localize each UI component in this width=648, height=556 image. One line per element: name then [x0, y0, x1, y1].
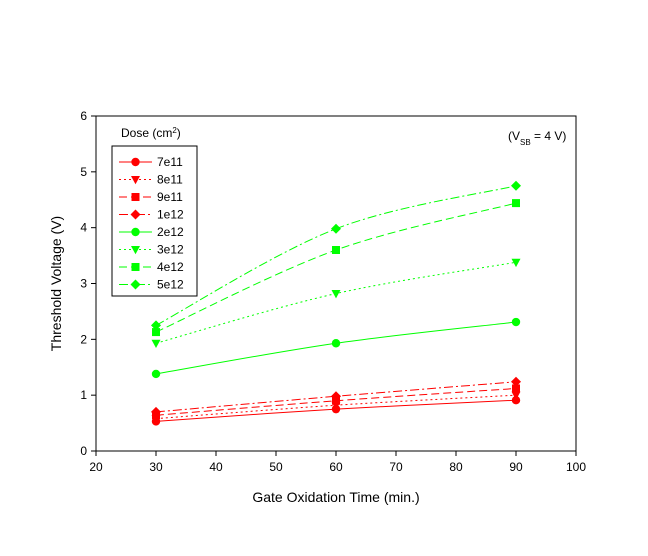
legend-label-1e12: 1e12	[157, 208, 184, 222]
x-tick-label: 60	[329, 460, 343, 474]
data-point-4e12	[152, 328, 160, 337]
legend-marker-4e12	[131, 263, 140, 271]
y-tick-label: 0	[80, 444, 87, 458]
x-tick-label: 40	[209, 460, 223, 474]
data-point-8e11	[511, 391, 521, 400]
legend-box	[111, 145, 198, 297]
legend-label-5e12: 5e12	[157, 278, 184, 292]
legend-label-9e11: 9e11	[157, 190, 183, 204]
legend-marker-7e11	[131, 157, 140, 167]
series-lines	[155, 185, 517, 422]
data-point-4e12	[332, 246, 340, 254]
x-tick-label: 90	[509, 460, 523, 474]
y-tick-label: 4	[80, 221, 87, 235]
x-tick-label: 80	[449, 460, 463, 474]
data-point-9e11	[512, 384, 520, 393]
series-line-3e12	[155, 261, 517, 344]
y-tick-label: 5	[80, 165, 87, 179]
x-tick-label: 50	[269, 460, 283, 474]
legend-marker-8e11	[131, 176, 140, 185]
data-point-1e12	[151, 406, 161, 417]
x-tick-label: 70	[389, 460, 403, 474]
data-point-5e12	[511, 180, 521, 191]
legend-marker-5e12	[130, 279, 141, 290]
legend-label-4e12: 4e12	[157, 260, 184, 274]
legend-marker-3e12	[131, 246, 140, 255]
x-tick-label: 100	[566, 460, 586, 474]
data-point-7e11	[511, 395, 521, 405]
y-tick-label: 1	[80, 388, 87, 402]
y-tick-label: 3	[80, 277, 87, 291]
data-point-1e12	[331, 391, 341, 402]
x-tick-label: 20	[89, 460, 103, 474]
legend-marker-2e12	[131, 227, 140, 237]
data-point-2e12	[511, 317, 521, 327]
data-point-1e12	[511, 376, 521, 387]
series-markers	[151, 180, 521, 426]
data-point-4e12	[512, 199, 520, 208]
y-axis-title: Threshold Voltage (V)	[48, 216, 64, 351]
y-tick-label: 2	[80, 332, 87, 346]
legend-label-8e11: 8e11	[157, 173, 183, 187]
data-point-3e12	[511, 258, 521, 268]
axis-ticks: 20 30 40 50 60 70 80 90 100 0 1 2 3 4 5 6	[80, 109, 586, 474]
legend-label-3e12: 3e12	[157, 243, 184, 257]
data-point-2e12	[151, 369, 161, 379]
series-line-5e12	[155, 185, 517, 326]
legend-marker-9e11	[131, 193, 140, 201]
legend-marker-1e12	[130, 209, 141, 220]
data-point-3e12	[331, 290, 341, 299]
legend-label-2e12: 2e12	[157, 225, 184, 239]
x-tick-label: 30	[149, 460, 163, 474]
data-point-3e12	[151, 339, 161, 349]
legend-label-7e11: 7e11	[157, 155, 183, 169]
series-line-2e12	[155, 321, 517, 375]
bias-annotation: (VSB = 4 V)	[508, 129, 566, 147]
series-line-4e12	[155, 202, 517, 333]
series-line-1e12	[155, 381, 517, 413]
y-tick-label: 6	[80, 109, 87, 123]
data-point-5e12	[151, 320, 161, 331]
x-axis-title: Gate Oxidation Time (min.)	[252, 489, 419, 505]
legend: Dose (cm2) 7e11 8e11 9e11 1e12 2e12 3e12 4e12 5…	[111, 126, 198, 297]
legend-title: Dose (cm2)	[121, 126, 181, 141]
data-point-2e12	[331, 339, 341, 348]
data-point-5e12	[331, 223, 341, 234]
